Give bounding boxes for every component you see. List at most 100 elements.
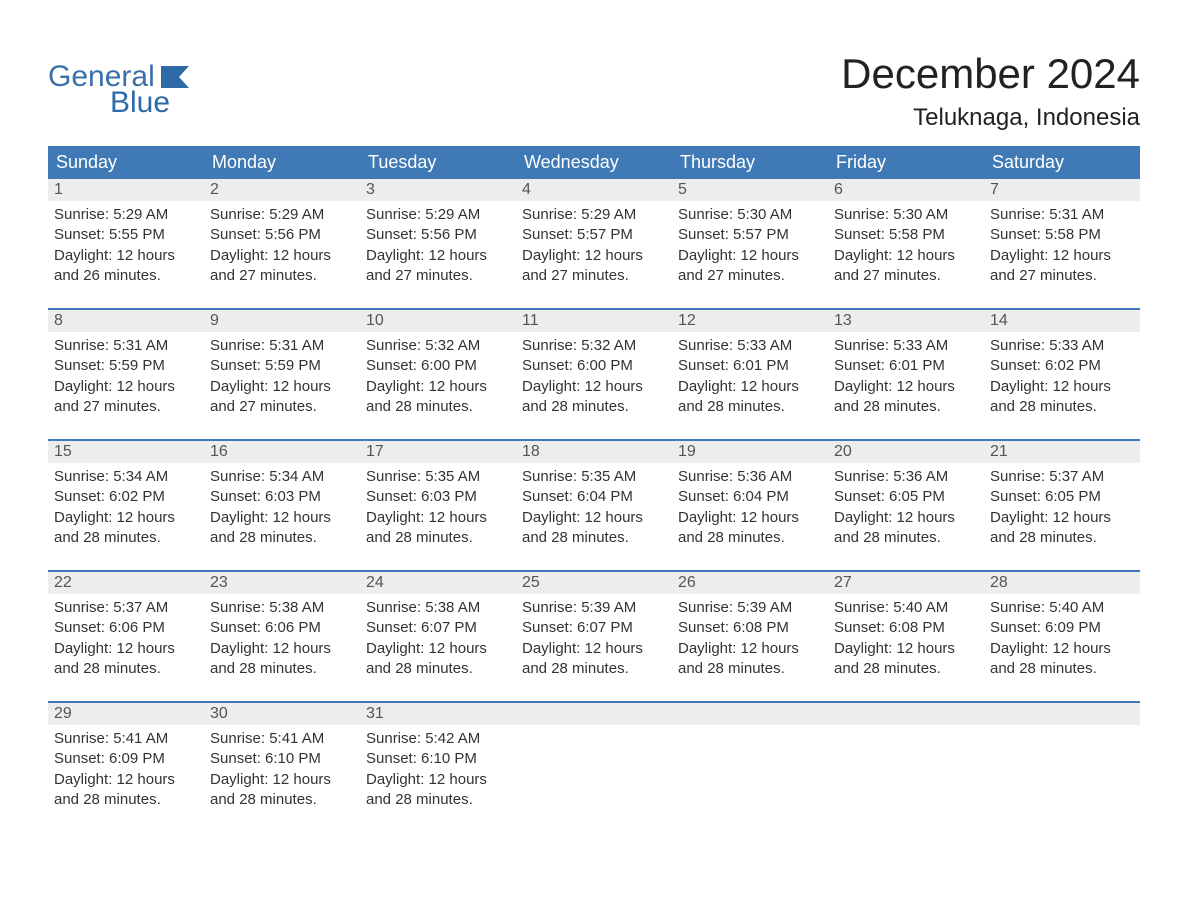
sunset-line: Sunset: 6:04 PM [678, 487, 822, 507]
day-body: Sunrise: 5:32 AMSunset: 6:00 PMDaylight:… [360, 332, 516, 439]
sunrise-line: Sunrise: 5:29 AM [54, 205, 198, 225]
sunrise-line: Sunrise: 5:34 AM [210, 467, 354, 487]
sunrise-line: Sunrise: 5:29 AM [522, 205, 666, 225]
daylight-line: Daylight: 12 hours and 27 minutes. [990, 246, 1134, 287]
day-number: 3 [360, 179, 516, 201]
day-body: Sunrise: 5:33 AMSunset: 6:01 PMDaylight:… [672, 332, 828, 439]
daylight-line: Daylight: 12 hours and 28 minutes. [366, 639, 510, 680]
sunset-line: Sunset: 6:02 PM [990, 356, 1134, 376]
day-number: 17 [360, 441, 516, 463]
day-body: Sunrise: 5:33 AMSunset: 6:01 PMDaylight:… [828, 332, 984, 439]
sunset-line: Sunset: 6:06 PM [210, 618, 354, 638]
sunset-label: Sunset: [366, 488, 417, 505]
calendar-week-row: 1Sunrise: 5:29 AMSunset: 5:55 PMDaylight… [48, 179, 1140, 309]
calendar-day-cell: 31Sunrise: 5:42 AMSunset: 6:10 PMDayligh… [360, 702, 516, 832]
day-body: Sunrise: 5:39 AMSunset: 6:08 PMDaylight:… [672, 594, 828, 701]
sunset-line: Sunset: 5:59 PM [210, 356, 354, 376]
day-number: 24 [360, 572, 516, 594]
location-label: Teluknaga, Indonesia [841, 104, 1140, 132]
sunrise-line: Sunrise: 5:33 AM [678, 336, 822, 356]
daylight-label: Daylight: [54, 247, 112, 264]
sunrise-line: Sunrise: 5:35 AM [522, 467, 666, 487]
day-number: 10 [360, 310, 516, 332]
day-number: 13 [828, 310, 984, 332]
day-body: Sunrise: 5:34 AMSunset: 6:02 PMDaylight:… [48, 463, 204, 570]
calendar-day-cell: 13Sunrise: 5:33 AMSunset: 6:01 PMDayligh… [828, 309, 984, 440]
sunset-label: Sunset: [210, 488, 261, 505]
sunset-line: Sunset: 6:10 PM [366, 749, 510, 769]
sunrise-line: Sunrise: 5:35 AM [366, 467, 510, 487]
sunset-label: Sunset: [522, 226, 573, 243]
day-number: 20 [828, 441, 984, 463]
day-number: 9 [204, 310, 360, 332]
daylight-line: Daylight: 12 hours and 28 minutes. [54, 770, 198, 811]
sunrise-label: Sunrise: [210, 599, 265, 616]
calendar-day-cell: 11Sunrise: 5:32 AMSunset: 6:00 PMDayligh… [516, 309, 672, 440]
sunset-value: 6:04 PM [577, 488, 633, 505]
daylight-line: Daylight: 12 hours and 27 minutes. [210, 377, 354, 418]
sunrise-value: 5:40 AM [1049, 599, 1104, 616]
sunrise-label: Sunrise: [834, 599, 889, 616]
calendar-day-cell: 23Sunrise: 5:38 AMSunset: 6:06 PMDayligh… [204, 571, 360, 702]
sunset-value: 6:08 PM [733, 619, 789, 636]
calendar-day-cell: 16Sunrise: 5:34 AMSunset: 6:03 PMDayligh… [204, 440, 360, 571]
sunset-value: 5:59 PM [265, 357, 321, 374]
sunrise-label: Sunrise: [210, 730, 265, 747]
sunrise-line: Sunrise: 5:40 AM [990, 598, 1134, 618]
sunset-line: Sunset: 5:58 PM [834, 225, 978, 245]
sunset-line: Sunset: 6:04 PM [522, 487, 666, 507]
sunrise-value: 5:29 AM [269, 206, 324, 223]
daylight-line: Daylight: 12 hours and 28 minutes. [834, 508, 978, 549]
sunset-label: Sunset: [678, 619, 729, 636]
day-number-empty [984, 703, 1140, 725]
sunset-line: Sunset: 6:05 PM [990, 487, 1134, 507]
sunset-value: 6:09 PM [109, 750, 165, 767]
sunset-value: 6:10 PM [421, 750, 477, 767]
sunrise-line: Sunrise: 5:30 AM [834, 205, 978, 225]
sunset-line: Sunset: 6:09 PM [990, 618, 1134, 638]
sunset-line: Sunset: 5:57 PM [678, 225, 822, 245]
day-number: 1 [48, 179, 204, 201]
sunset-line: Sunset: 6:07 PM [366, 618, 510, 638]
sunrise-value: 5:30 AM [737, 206, 792, 223]
calendar-day-cell: 17Sunrise: 5:35 AMSunset: 6:03 PMDayligh… [360, 440, 516, 571]
sunset-label: Sunset: [834, 619, 885, 636]
day-body: Sunrise: 5:40 AMSunset: 6:09 PMDaylight:… [984, 594, 1140, 701]
day-body: Sunrise: 5:35 AMSunset: 6:04 PMDaylight:… [516, 463, 672, 570]
sunrise-value: 5:39 AM [581, 599, 636, 616]
sunset-label: Sunset: [522, 357, 573, 374]
sunset-line: Sunset: 5:56 PM [366, 225, 510, 245]
day-body: Sunrise: 5:39 AMSunset: 6:07 PMDaylight:… [516, 594, 672, 701]
day-body: Sunrise: 5:36 AMSunset: 6:05 PMDaylight:… [828, 463, 984, 570]
daylight-label: Daylight: [210, 771, 268, 788]
sunrise-label: Sunrise: [522, 599, 577, 616]
day-body-empty [516, 725, 672, 751]
sunset-label: Sunset: [210, 357, 261, 374]
weekday-header: Wednesday [516, 146, 672, 179]
sunrise-value: 5:37 AM [1049, 468, 1104, 485]
sunset-value: 6:05 PM [1045, 488, 1101, 505]
sunrise-line: Sunrise: 5:32 AM [366, 336, 510, 356]
sunset-line: Sunset: 6:02 PM [54, 487, 198, 507]
day-body: Sunrise: 5:38 AMSunset: 6:06 PMDaylight:… [204, 594, 360, 701]
sunset-label: Sunset: [990, 619, 1041, 636]
calendar-week-row: 22Sunrise: 5:37 AMSunset: 6:06 PMDayligh… [48, 571, 1140, 702]
daylight-line: Daylight: 12 hours and 28 minutes. [990, 508, 1134, 549]
daylight-line: Daylight: 12 hours and 28 minutes. [522, 377, 666, 418]
flag-icon [161, 66, 189, 88]
calendar-day-cell [516, 702, 672, 832]
calendar-day-cell: 28Sunrise: 5:40 AMSunset: 6:09 PMDayligh… [984, 571, 1140, 702]
sunset-label: Sunset: [54, 750, 105, 767]
sunset-value: 6:00 PM [421, 357, 477, 374]
calendar-day-cell: 9Sunrise: 5:31 AMSunset: 5:59 PMDaylight… [204, 309, 360, 440]
daylight-label: Daylight: [990, 509, 1048, 526]
sunrise-label: Sunrise: [678, 206, 733, 223]
sunrise-line: Sunrise: 5:41 AM [210, 729, 354, 749]
calendar-week-row: 8Sunrise: 5:31 AMSunset: 5:59 PMDaylight… [48, 309, 1140, 440]
sunrise-line: Sunrise: 5:31 AM [210, 336, 354, 356]
daylight-line: Daylight: 12 hours and 28 minutes. [54, 639, 198, 680]
day-body: Sunrise: 5:33 AMSunset: 6:02 PMDaylight:… [984, 332, 1140, 439]
sunrise-line: Sunrise: 5:42 AM [366, 729, 510, 749]
sunrise-line: Sunrise: 5:34 AM [54, 467, 198, 487]
sunset-label: Sunset: [678, 357, 729, 374]
